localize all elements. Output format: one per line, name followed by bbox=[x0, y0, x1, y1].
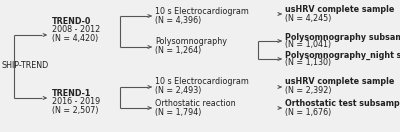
Text: TREND-0: TREND-0 bbox=[52, 18, 91, 27]
Text: SHIP-TREND: SHIP-TREND bbox=[2, 62, 49, 70]
Text: usHRV complete sample: usHRV complete sample bbox=[285, 6, 394, 15]
Text: usHRV complete sample: usHRV complete sample bbox=[285, 77, 394, 86]
Text: (N = 2,493): (N = 2,493) bbox=[155, 86, 201, 95]
Text: Orthostatic reaction: Orthostatic reaction bbox=[155, 100, 236, 109]
Text: (N = 1,130): (N = 1,130) bbox=[285, 58, 331, 67]
Text: (N = 2,392): (N = 2,392) bbox=[285, 86, 332, 95]
Text: 10 s Electrocardiogram: 10 s Electrocardiogram bbox=[155, 77, 249, 86]
Text: (N = 1,041): (N = 1,041) bbox=[285, 41, 331, 50]
Text: 10 s Electrocardiogram: 10 s Electrocardiogram bbox=[155, 8, 249, 16]
Text: (N = 2,507): (N = 2,507) bbox=[52, 105, 98, 114]
Text: Polysomnography_night subsample [5-11 h]: Polysomnography_night subsample [5-11 h] bbox=[285, 50, 400, 60]
Text: (N = 1,794): (N = 1,794) bbox=[155, 107, 201, 117]
Text: (N = 1,264): (N = 1,264) bbox=[155, 46, 201, 55]
Text: (N = 1,676): (N = 1,676) bbox=[285, 107, 331, 117]
Text: (N = 4,245): (N = 4,245) bbox=[285, 13, 331, 22]
Text: Orthostatic test subsample [5 min]: Orthostatic test subsample [5 min] bbox=[285, 100, 400, 109]
Text: 2008 - 2012: 2008 - 2012 bbox=[52, 25, 100, 34]
Text: 2016 - 2019: 2016 - 2019 bbox=[52, 98, 100, 107]
Text: (N = 4,420): (N = 4,420) bbox=[52, 34, 98, 43]
Text: Polysomnography: Polysomnography bbox=[155, 37, 227, 46]
Text: Polysomnography subsample [5 min]: Polysomnography subsample [5 min] bbox=[285, 32, 400, 41]
Text: TREND-1: TREND-1 bbox=[52, 89, 91, 98]
Text: (N = 4,396): (N = 4,396) bbox=[155, 15, 201, 25]
